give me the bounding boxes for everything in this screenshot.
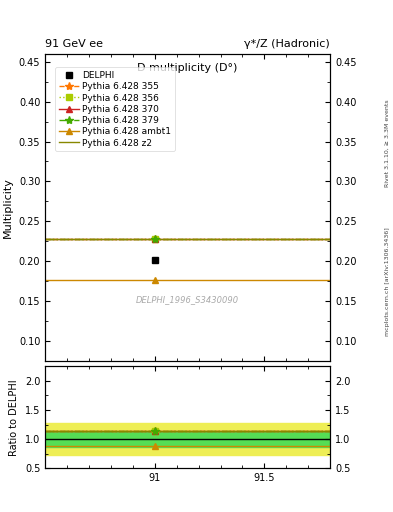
Y-axis label: Multiplicity: Multiplicity: [3, 177, 13, 238]
Bar: [45, 423, 330, 455]
Bar: [45, 432, 330, 447]
Text: DELPHI_1996_S3430090: DELPHI_1996_S3430090: [136, 295, 239, 304]
Legend: DELPHI, Pythia 6.428 355, Pythia 6.428 356, Pythia 6.428 370, Pythia 6.428 379, : DELPHI, Pythia 6.428 355, Pythia 6.428 3…: [55, 68, 175, 151]
Text: γ*/Z (Hadronic): γ*/Z (Hadronic): [244, 38, 330, 49]
Text: D multiplicity (D°): D multiplicity (D°): [138, 63, 238, 73]
Y-axis label: Ratio to DELPHI: Ratio to DELPHI: [9, 379, 19, 456]
Text: Rivet 3.1.10, ≥ 3.3M events: Rivet 3.1.10, ≥ 3.3M events: [385, 99, 389, 187]
Text: 91 GeV ee: 91 GeV ee: [45, 38, 103, 49]
Text: mcplots.cern.ch [arXiv:1306.3436]: mcplots.cern.ch [arXiv:1306.3436]: [385, 227, 389, 336]
